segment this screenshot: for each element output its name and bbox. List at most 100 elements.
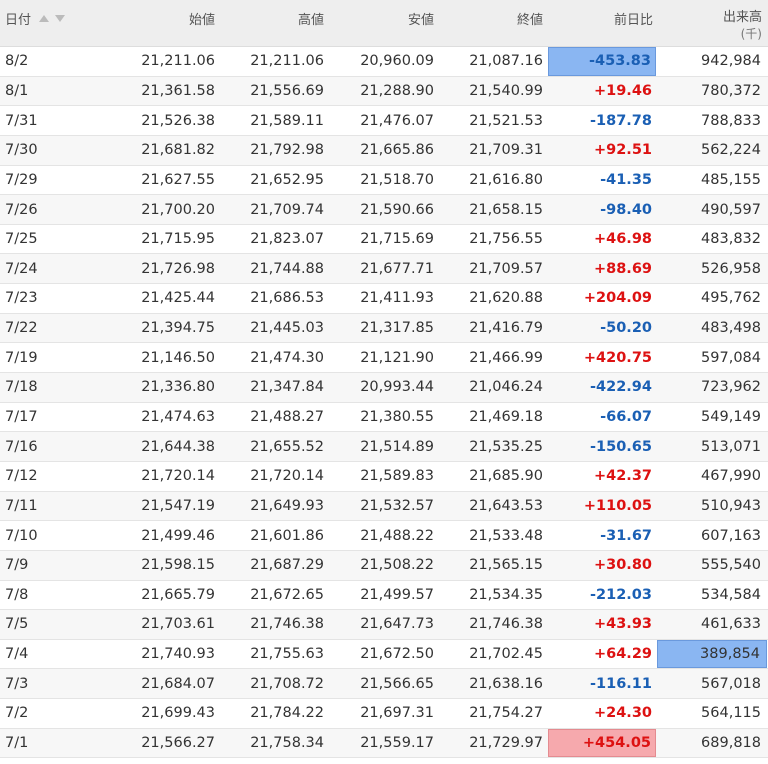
- cell-open: 21,547.19: [141, 497, 215, 514]
- cell-low: 21,288.90: [360, 82, 434, 99]
- cell-high: 21,649.93: [250, 497, 324, 514]
- cell-change: +19.46: [593, 82, 652, 99]
- cell-low: 21,672.50: [360, 646, 434, 663]
- cell-open: 21,336.80: [141, 379, 215, 396]
- cell-volume: 461,633: [701, 616, 761, 633]
- cell-change: +420.75: [583, 349, 652, 366]
- cell-high: 21,744.88: [250, 260, 324, 277]
- cell-volume: 513,071: [701, 438, 761, 455]
- table-row: 7/29 21,627.55 21,652.95 21,518.70 21,616.80…: [0, 166, 768, 196]
- table-row: 7/25 21,715.95 21,823.07 21,715.69 21,756.55…: [0, 225, 768, 255]
- cell-date: 7/9: [5, 557, 29, 574]
- cell-low: 21,532.57: [360, 497, 434, 514]
- header-date-label: 日付: [5, 13, 32, 28]
- cell-high: 21,686.53: [250, 290, 324, 307]
- cell-date: 8/2: [5, 53, 29, 70]
- cell-volume: 526,958: [701, 260, 761, 277]
- cell-change: +42.37: [593, 468, 652, 485]
- cell-open: 21,699.43: [141, 705, 215, 722]
- cell-volume: 567,018: [701, 675, 761, 692]
- header-low: 安値: [407, 13, 434, 28]
- cell-volume: 534,584: [701, 586, 761, 603]
- cell-volume: 483,498: [701, 320, 761, 337]
- cell-close: 21,416.79: [469, 320, 543, 337]
- cell-change: -212.03: [590, 586, 652, 603]
- cell-open: 21,474.63: [141, 409, 215, 425]
- cell-high: 21,823.07: [250, 231, 324, 248]
- sort-descending-icon[interactable]: [55, 15, 66, 22]
- cell-change: -66.07: [600, 409, 652, 425]
- cell-close: 21,709.57: [469, 260, 543, 277]
- table-row: 7/9 21,598.15 21,687.29 21,508.22 21,565.15 +…: [0, 550, 768, 581]
- cell-open: 21,211.06: [141, 53, 215, 70]
- cell-change: -453.83: [548, 47, 656, 76]
- cell-low: 20,960.09: [360, 53, 434, 70]
- cell-low: 21,566.65: [360, 675, 434, 692]
- sort-ascending-icon[interactable]: [39, 15, 50, 22]
- cell-close: 21,658.15: [469, 201, 543, 218]
- cell-volume: 942,984: [701, 53, 761, 70]
- header-volume-unit: (千): [740, 27, 762, 41]
- cell-high: 21,347.84: [250, 379, 324, 396]
- cell-close: 21,565.15: [469, 557, 543, 574]
- cell-close: 21,466.99: [469, 349, 543, 366]
- cell-date: 7/8: [5, 586, 29, 603]
- cell-date: 7/30: [5, 142, 38, 159]
- table-row: 7/12 21,720.14 21,720.14 21,589.83 21,685.90…: [0, 462, 768, 492]
- table-row: 7/19 21,146.50 21,474.30 21,121.90 21,466.99…: [0, 343, 768, 374]
- cell-date: 7/1: [5, 735, 29, 752]
- table-row: 7/26 21,700.20 21,709.74 21,590.66 21,658.15…: [0, 195, 768, 225]
- cell-high: 21,672.65: [250, 586, 324, 603]
- cell-change: -150.65: [590, 438, 652, 455]
- table-row: 7/23 21,425.44 21,686.53 21,411.93 21,620.88…: [0, 284, 768, 314]
- cell-volume: 549,149: [701, 409, 761, 425]
- table-row: 8/1 21,361.58 21,556.69 21,288.90 21,540.99 +…: [0, 76, 768, 107]
- cell-low: 21,697.31: [360, 705, 434, 722]
- cell-high: 21,601.86: [250, 527, 324, 544]
- table-row: 7/24 21,726.98 21,744.88 21,677.71 21,709.57…: [0, 254, 768, 285]
- cell-volume: 389,854: [657, 639, 767, 669]
- cell-close: 21,754.27: [469, 705, 543, 722]
- cell-high: 21,720.14: [250, 468, 324, 485]
- cell-date: 7/25: [5, 231, 38, 248]
- table-row: 7/31 21,526.38 21,589.11 21,476.07 21,521.53…: [0, 106, 768, 136]
- cell-high: 21,655.52: [250, 438, 324, 455]
- cell-open: 21,526.38: [141, 112, 215, 129]
- cell-date: 7/31: [5, 112, 38, 129]
- header-date[interactable]: 日付: [5, 9, 66, 28]
- sort-controls[interactable]: [39, 15, 66, 22]
- cell-open: 21,598.15: [141, 557, 215, 574]
- cell-low: 21,715.69: [360, 231, 434, 248]
- cell-low: 21,647.73: [360, 616, 434, 633]
- cell-date: 7/11: [5, 497, 38, 514]
- cell-change: +64.29: [593, 646, 652, 663]
- cell-change: +204.09: [583, 290, 652, 307]
- cell-open: 21,684.07: [141, 675, 215, 692]
- cell-close: 21,535.25: [469, 438, 543, 455]
- cell-date: 7/18: [5, 379, 38, 396]
- cell-open: 21,726.98: [141, 260, 215, 277]
- table-row: 7/5 21,703.61 21,746.38 21,647.73 21,746.38 +…: [0, 610, 768, 640]
- table-body: 8/2 21,211.06 21,211.06 20,960.09 21,087.16-…: [0, 47, 768, 759]
- table-row: 7/22 21,394.75 21,445.03 21,317.85 21,416.79…: [0, 313, 768, 344]
- cell-low: 21,518.70: [360, 171, 434, 188]
- cell-high: 21,792.98: [250, 142, 324, 159]
- cell-low: 21,590.66: [360, 201, 434, 218]
- cell-high: 21,708.72: [250, 675, 324, 692]
- cell-date: 7/23: [5, 290, 38, 307]
- cell-volume: 562,224: [701, 142, 761, 159]
- cell-open: 21,566.27: [141, 735, 215, 752]
- cell-change: +110.05: [583, 497, 652, 514]
- cell-date: 7/3: [5, 675, 29, 692]
- cell-high: 21,755.63: [250, 646, 324, 663]
- cell-low: 21,589.83: [360, 468, 434, 485]
- cell-change: +24.30: [593, 705, 652, 722]
- cell-volume: 607,163: [701, 527, 761, 544]
- table-row: 7/16 21,644.38 21,655.52 21,514.89 21,535.25…: [0, 432, 768, 462]
- cell-date: 7/22: [5, 320, 38, 337]
- cell-low: 21,559.17: [360, 735, 434, 752]
- cell-close: 21,521.53: [469, 112, 543, 129]
- cell-change: +92.51: [593, 142, 652, 159]
- cell-date: 7/12: [5, 468, 38, 485]
- cell-volume: 564,115: [701, 705, 761, 722]
